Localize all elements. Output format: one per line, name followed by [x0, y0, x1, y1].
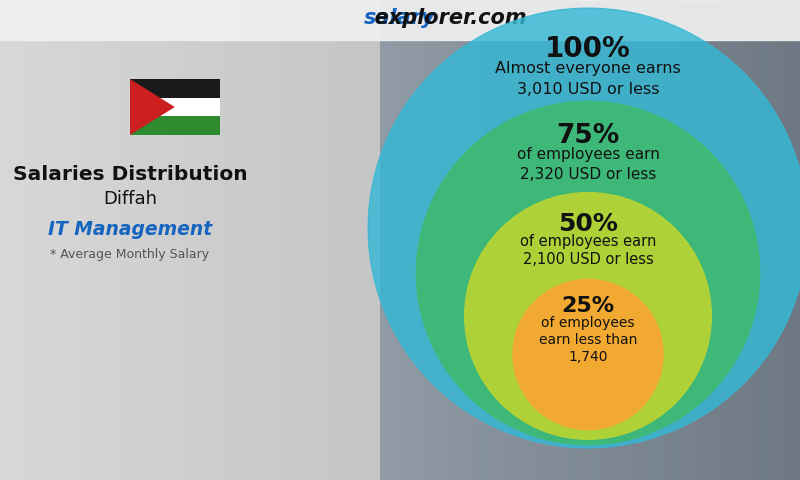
Text: 25%: 25%	[562, 296, 614, 315]
Text: earn less than: earn less than	[539, 333, 637, 347]
Text: 2,320 USD or less: 2,320 USD or less	[520, 167, 656, 182]
Bar	[0, 0, 800, 40]
Text: IT Management: IT Management	[48, 220, 212, 239]
Text: 75%: 75%	[556, 123, 620, 149]
Text: Diffah: Diffah	[103, 190, 157, 208]
Text: of employees earn: of employees earn	[517, 146, 659, 162]
Text: of employees earn: of employees earn	[520, 234, 656, 249]
Text: salary: salary	[364, 8, 436, 28]
Text: 100%: 100%	[545, 35, 631, 63]
Text: Salaries Distribution: Salaries Distribution	[13, 165, 247, 184]
Text: 2,100 USD or less: 2,100 USD or less	[522, 252, 654, 267]
Polygon shape	[130, 79, 175, 135]
Text: explorer.com: explorer.com	[273, 8, 527, 28]
Circle shape	[417, 101, 759, 444]
Circle shape	[368, 8, 800, 448]
Circle shape	[513, 279, 663, 430]
Bar	[130, 79, 220, 97]
Circle shape	[465, 192, 711, 439]
Text: 1,740: 1,740	[568, 349, 608, 363]
Bar	[130, 97, 220, 116]
Bar	[130, 116, 220, 135]
Text: of employees: of employees	[542, 316, 634, 330]
Text: 50%: 50%	[558, 212, 618, 236]
Text: 3,010 USD or less: 3,010 USD or less	[517, 82, 659, 97]
Text: Almost everyone earns: Almost everyone earns	[495, 60, 681, 75]
Text: * Average Monthly Salary: * Average Monthly Salary	[50, 248, 210, 261]
